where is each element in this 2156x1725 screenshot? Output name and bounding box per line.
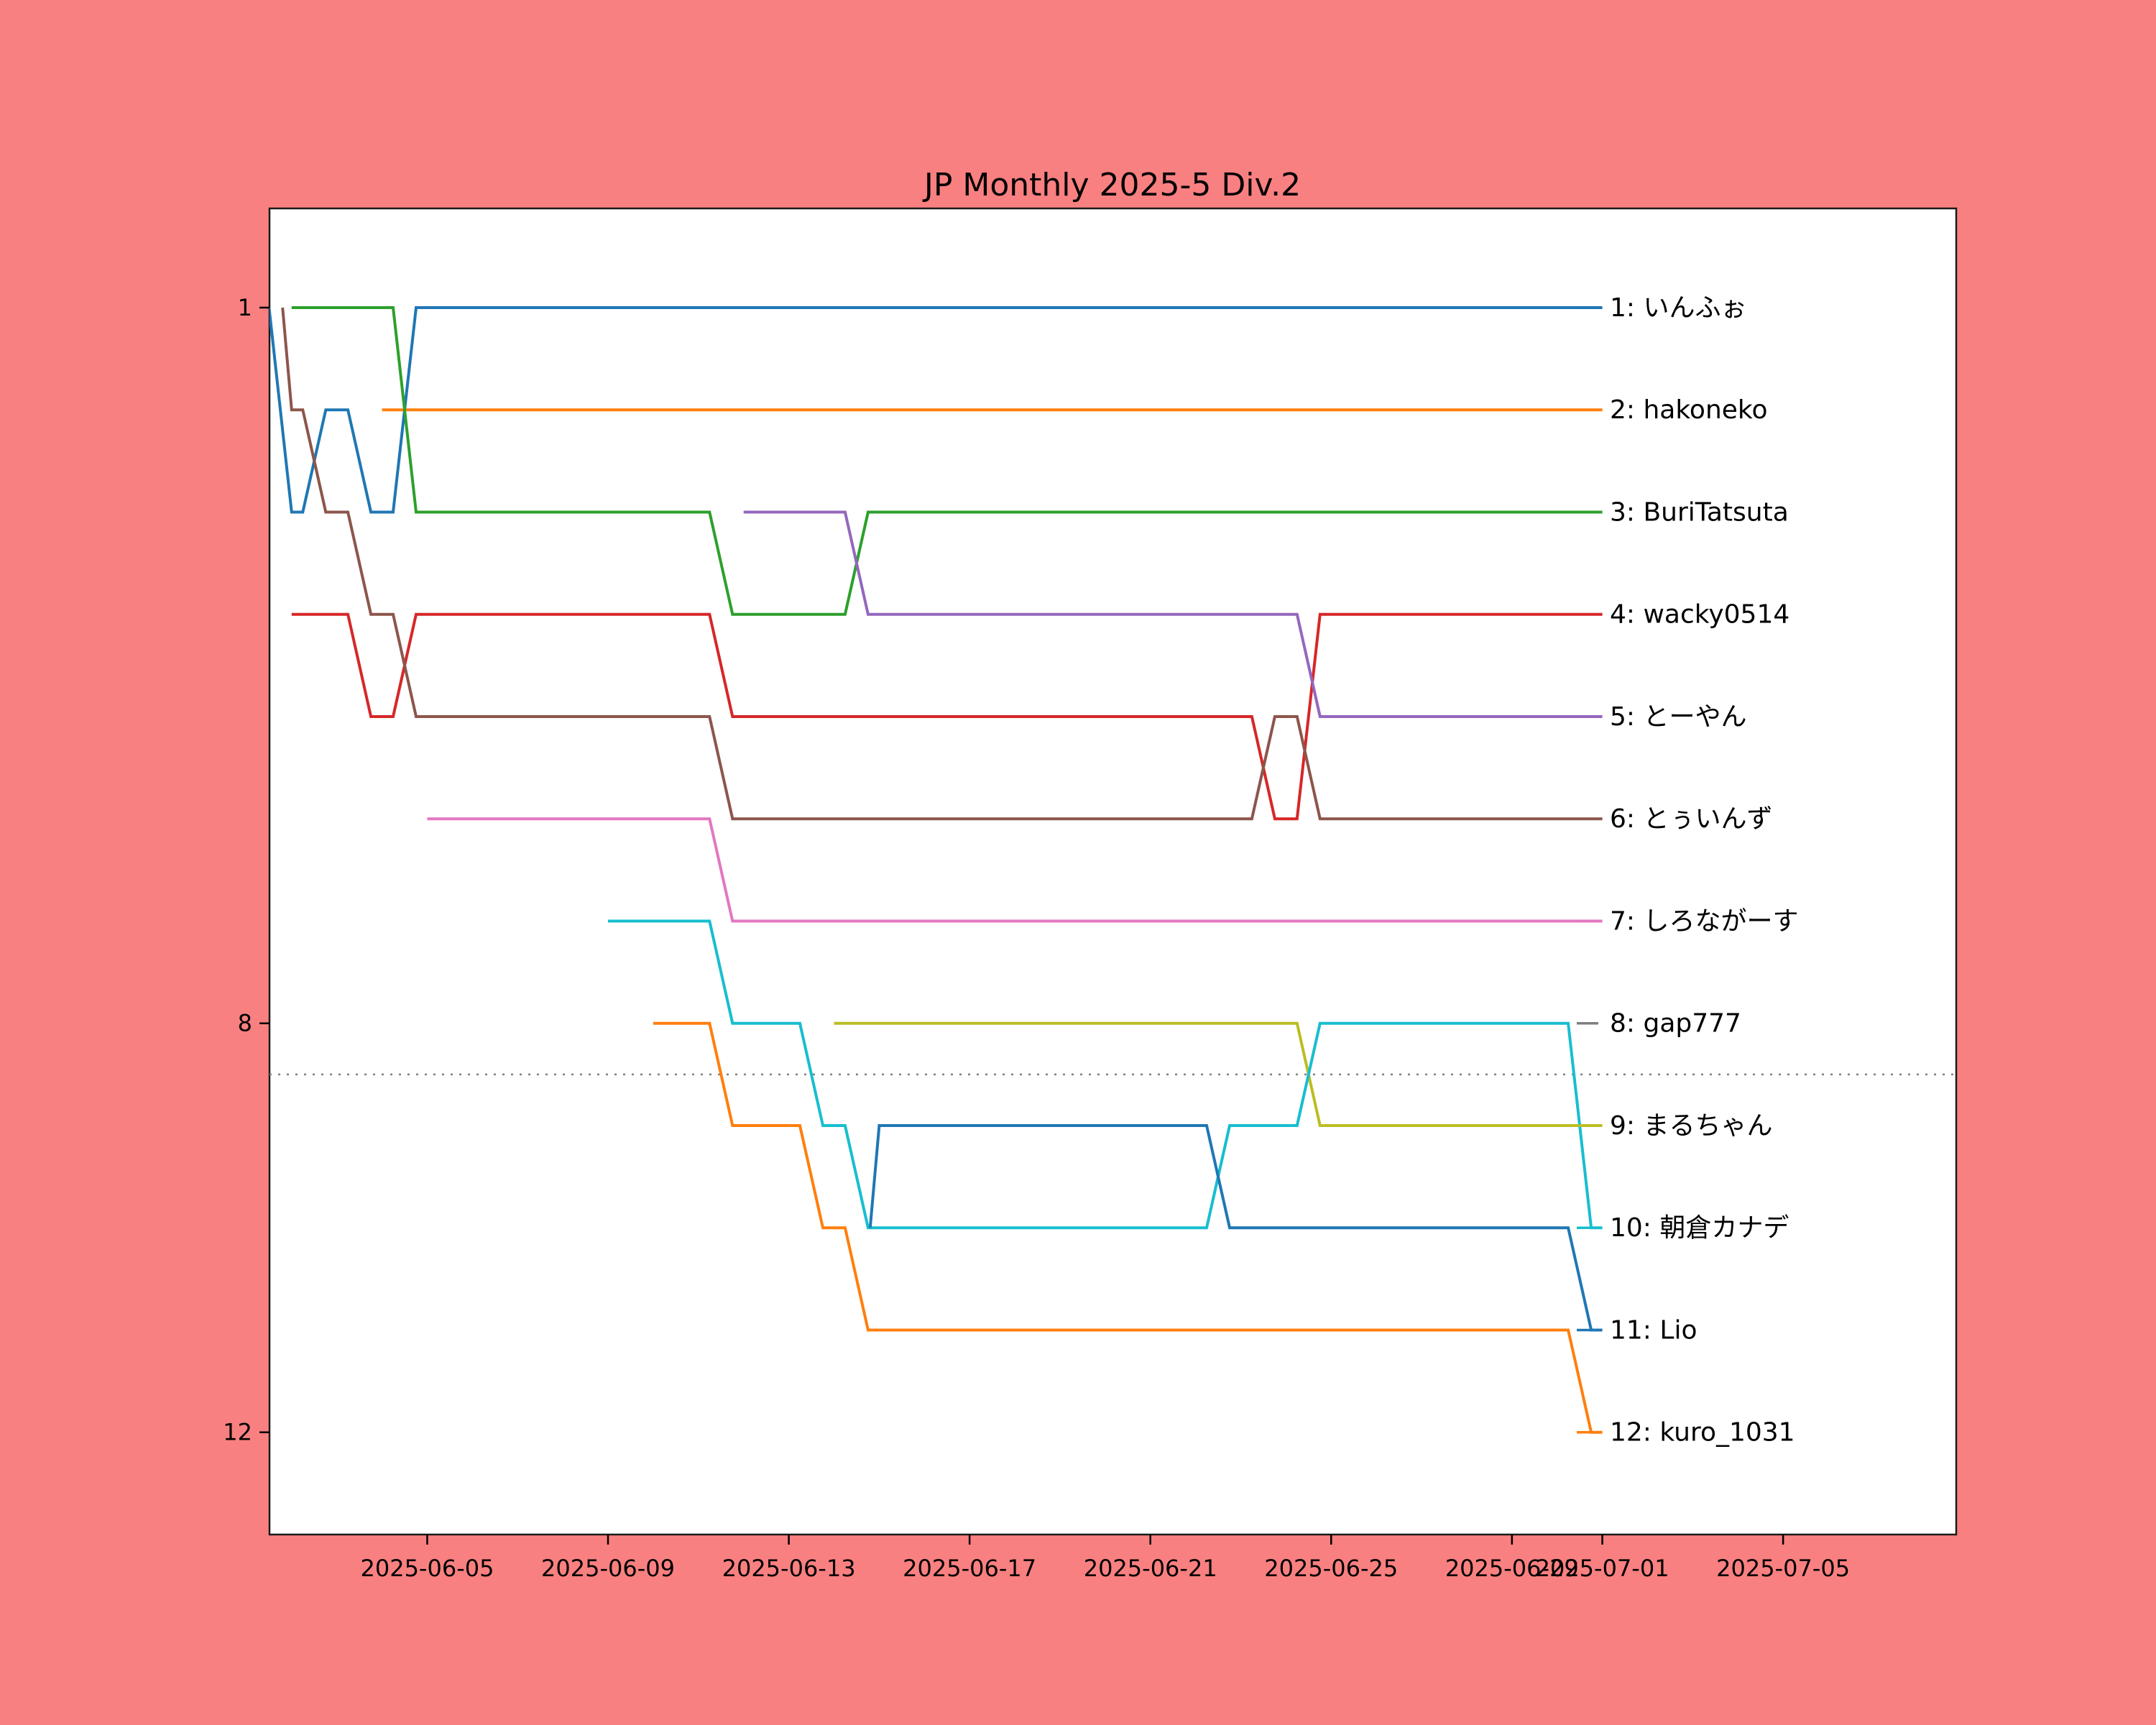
series-line-wacky0514 (291, 612, 1603, 821)
series-label-hakoneko: 2: hakoneko (1610, 395, 1768, 425)
series-line-toyan (743, 510, 1603, 718)
generated-chart-content: 1 8 12 2025-06-05 2025-06-09 2025-06-13 2025-0… (223, 293, 1956, 1582)
x-tick-label: 2025-06-05 (360, 1555, 494, 1582)
series-label-kuro_1031: 12: kuro_1031 (1610, 1418, 1795, 1448)
series-line-shironagasu (427, 817, 1603, 923)
x-tick-label: 2025-06-29 (1445, 1555, 1579, 1582)
series-label-info: 1: いんふぉ (1610, 293, 1746, 323)
chart-title: JP Monthly 2025-5 Div.2 (922, 167, 1301, 203)
series-label-lio: 11: Lio (1610, 1315, 1697, 1345)
y-tick-label: 12 (223, 1419, 252, 1446)
series-label-asakura: 10: 朝倉カナデ (1610, 1213, 1789, 1243)
series-lines (270, 306, 1603, 1434)
x-tick-label: 2025-06-21 (1084, 1555, 1217, 1582)
series-label-buritatsuta: 3: BuriTatsuta (1610, 497, 1789, 527)
series-label-gap777: 8: gap777 (1610, 1009, 1741, 1039)
series-line-kuro_1031 (653, 1021, 1603, 1434)
x-tick-label: 2025-07-01 (1536, 1555, 1669, 1582)
x-tick-label: 2025-07-05 (1716, 1555, 1850, 1582)
x-tick-label: 2025-06-09 (541, 1555, 675, 1582)
x-tick-label: 2025-06-17 (903, 1555, 1036, 1582)
y-tick-label: 1 (238, 294, 252, 321)
series-line-twins (281, 307, 1603, 821)
series-label-maruchan: 9: まるちゃん (1610, 1111, 1772, 1141)
series-line-lio (868, 1124, 1603, 1332)
plot-area (268, 207, 1958, 1536)
x-tick-label: 2025-06-25 (1264, 1555, 1398, 1582)
y-tick-label: 8 (238, 1010, 252, 1037)
series-label-toyan: 5: とーやん (1610, 702, 1746, 732)
series-label-wacky0514: 4: wacky0514 (1610, 600, 1789, 630)
series-line-buritatsuta (291, 306, 1603, 616)
x-tick-label: 2025-06-13 (722, 1555, 856, 1582)
series-label-shironagasu: 7: しろながーす (1610, 906, 1798, 936)
series-line-asakura (608, 919, 1603, 1230)
series-line-info (270, 306, 1603, 514)
series-label-twins: 6: とぅいんず (1610, 804, 1772, 834)
